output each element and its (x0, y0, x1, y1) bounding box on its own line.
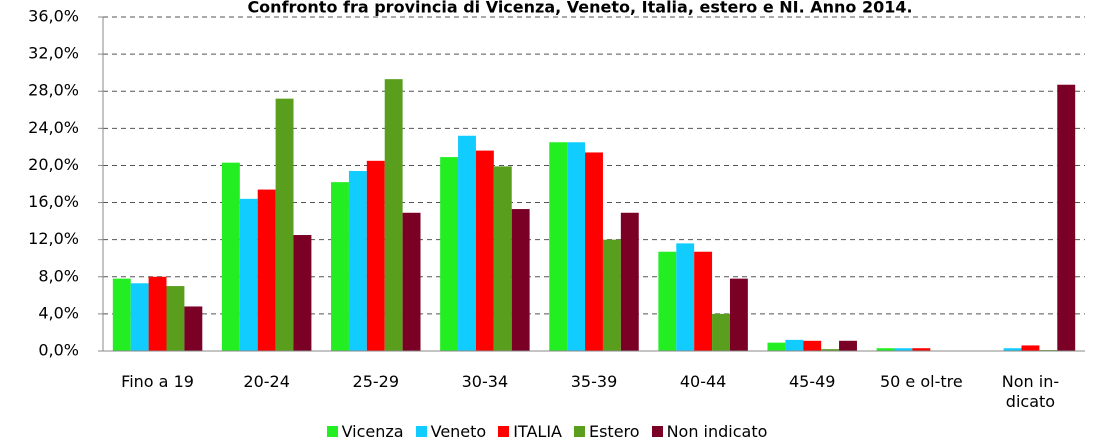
bar (658, 251, 677, 351)
bar (221, 162, 240, 351)
legend-item: Estero (573, 422, 640, 442)
legend: Vicenza Veneto ITALIA Estero Non indicato (0, 422, 1094, 442)
legend-label: ITALIA (513, 422, 562, 441)
bar (1021, 345, 1040, 351)
y-tick-label: 32,0% (28, 44, 79, 63)
bar (821, 349, 840, 351)
legend-item: Vicenza (326, 422, 404, 442)
legend-swatch (573, 426, 585, 437)
legend-swatch (415, 426, 427, 437)
x-tick-label: 20-24 (243, 372, 290, 391)
x-tick-label: 35-39 (570, 372, 618, 391)
legend-swatch (326, 426, 338, 437)
bar (402, 212, 421, 351)
bar (130, 283, 149, 351)
bar (567, 142, 586, 351)
y-tick-label: 16,0% (28, 192, 79, 211)
legend-swatch (498, 426, 510, 437)
y-tick-label: 20,0% (28, 155, 79, 174)
legend-label: Vicenza (341, 422, 404, 441)
bar (803, 340, 822, 351)
bar (549, 142, 568, 351)
bar (257, 189, 276, 351)
x-tick-label: 40-44 (679, 372, 727, 391)
bar (785, 339, 804, 351)
bar (676, 243, 695, 351)
bar (1057, 84, 1076, 351)
y-tick-label: 8,0% (38, 266, 79, 285)
bar (712, 313, 730, 351)
y-tick-label: 4,0% (38, 303, 79, 322)
bar (602, 239, 621, 351)
legend-item: ITALIA (498, 422, 562, 442)
legend-label: Veneto (430, 422, 487, 441)
bar (876, 348, 895, 351)
bar (348, 171, 367, 351)
y-tick-label: 28,0% (28, 81, 79, 100)
x-tick-label: 25-29 (352, 372, 400, 391)
bar (767, 342, 786, 351)
bar (585, 152, 603, 351)
bar (440, 157, 459, 351)
bar (148, 276, 167, 351)
bar (493, 166, 512, 351)
bar (166, 286, 185, 351)
chart-title: Confronto fra provincia di Vicenza, Vene… (247, 0, 912, 17)
bar (839, 340, 857, 351)
y-tick-label: 36,0% (28, 7, 79, 26)
legend-label: Estero (588, 422, 640, 441)
bar (694, 251, 713, 351)
legend-item: Veneto (415, 422, 487, 442)
bar (511, 209, 530, 351)
bar (239, 198, 258, 351)
x-tick-label: Non in-dicato (1001, 372, 1060, 411)
y-tick-label: 24,0% (28, 118, 79, 137)
bar (112, 278, 131, 351)
legend-item: Non indicato (651, 422, 768, 442)
bar (894, 348, 913, 351)
bar (275, 98, 294, 352)
x-tick-label: Fino a 19 (121, 372, 194, 391)
y-tick-label: 12,0% (28, 229, 79, 248)
bar (366, 160, 385, 351)
x-tick-label: 30-34 (461, 372, 509, 391)
y-tick-label: 0,0% (38, 341, 79, 360)
bar (475, 150, 494, 351)
bar (384, 79, 403, 352)
x-tick-label: 50 e ol-tre (879, 372, 963, 391)
x-tick-label: 45-49 (788, 372, 836, 391)
bar (184, 306, 203, 351)
bar (912, 348, 931, 351)
bar (620, 212, 639, 351)
bar (729, 278, 748, 351)
bar (331, 182, 349, 351)
bar (458, 135, 476, 351)
bar (293, 235, 312, 351)
legend-swatch (651, 426, 663, 437)
bar (1003, 348, 1022, 351)
legend-label: Non indicato (666, 422, 768, 441)
